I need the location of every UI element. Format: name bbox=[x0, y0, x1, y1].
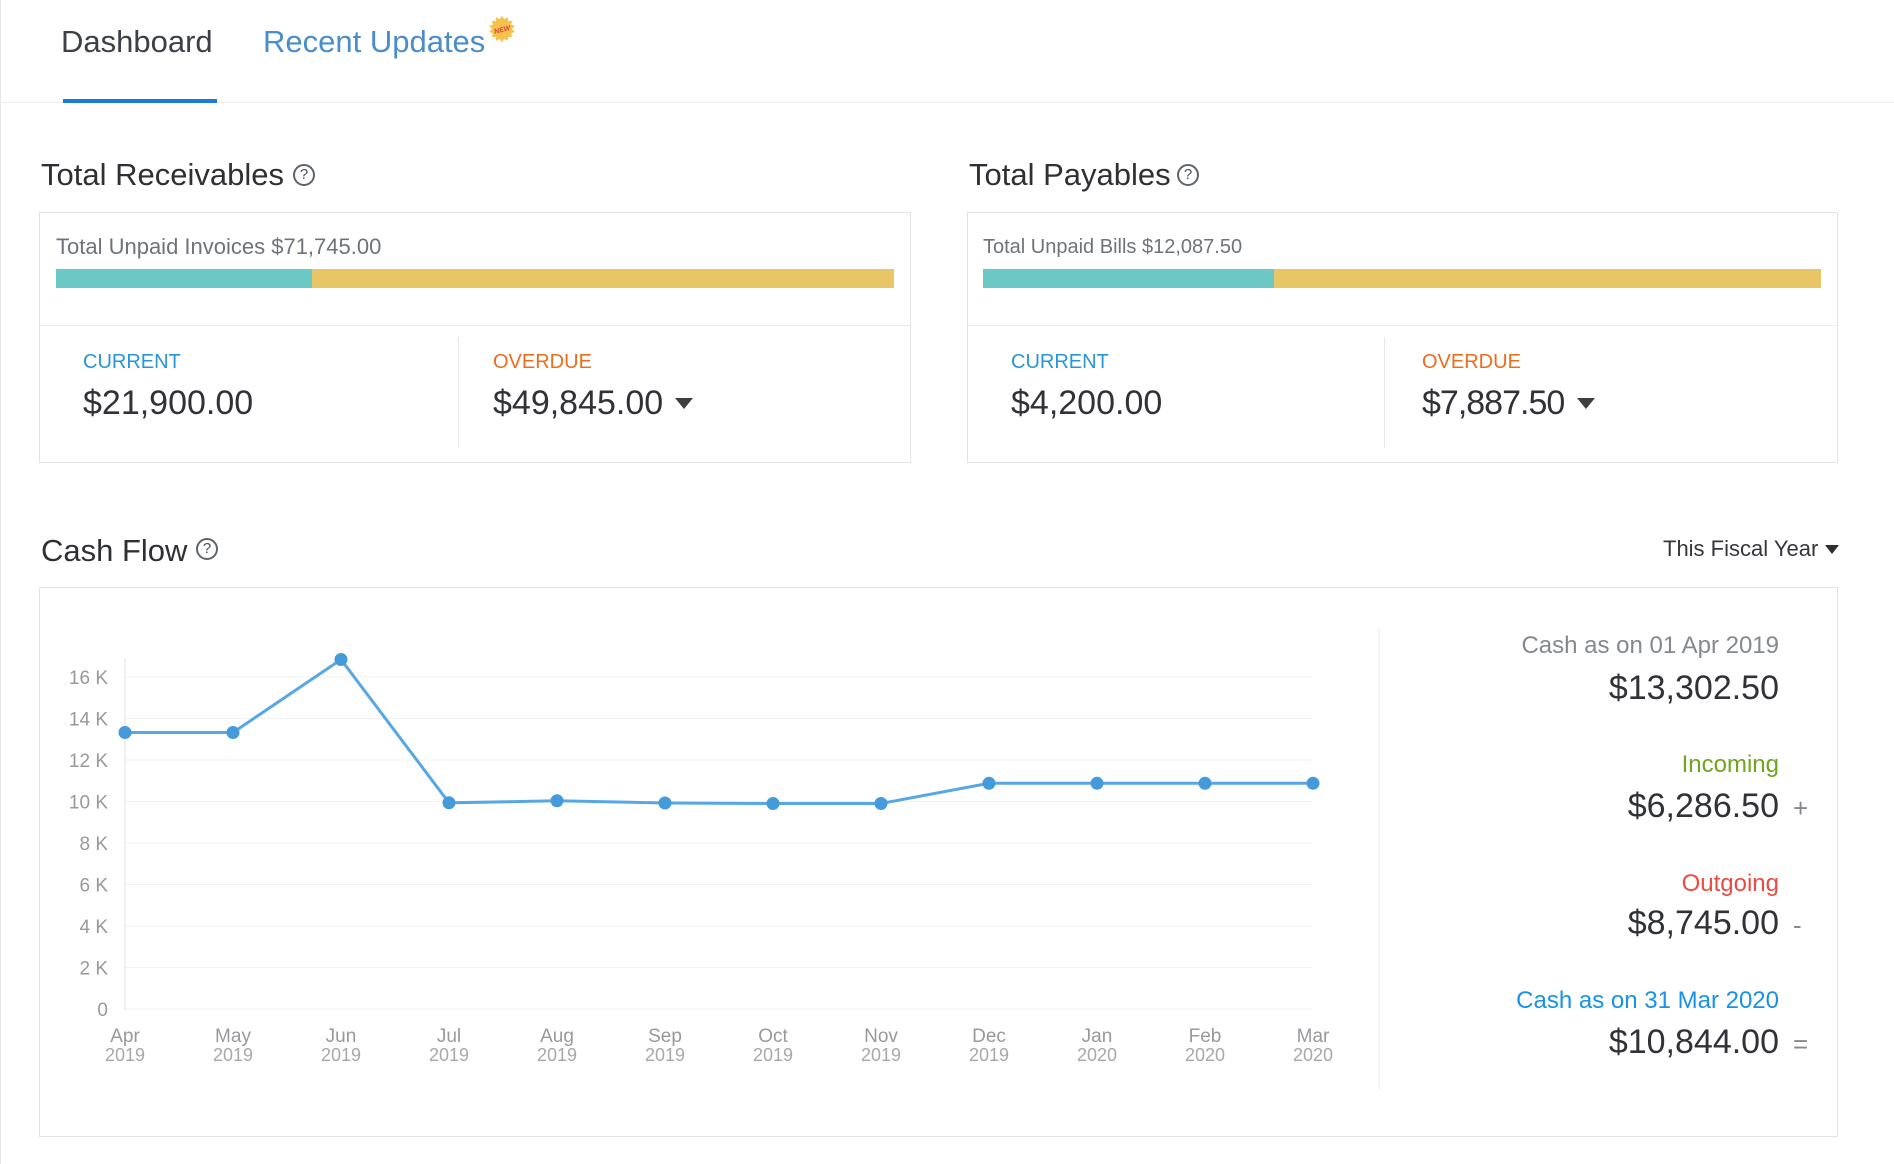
svg-text:2019: 2019 bbox=[753, 1045, 793, 1065]
svg-text:Jul: Jul bbox=[437, 1026, 461, 1047]
svg-text:Dec: Dec bbox=[972, 1026, 1006, 1047]
svg-text:Apr: Apr bbox=[110, 1026, 140, 1047]
svg-text:2020: 2020 bbox=[1293, 1045, 1333, 1065]
svg-text:8 K: 8 K bbox=[79, 834, 108, 855]
svg-text:2019: 2019 bbox=[429, 1045, 469, 1065]
svg-text:2 K: 2 K bbox=[79, 959, 108, 980]
svg-text:14 K: 14 K bbox=[69, 710, 108, 731]
svg-text:0: 0 bbox=[97, 1000, 108, 1021]
svg-text:10 K: 10 K bbox=[69, 793, 108, 814]
svg-text:2019: 2019 bbox=[213, 1045, 253, 1065]
svg-text:2019: 2019 bbox=[645, 1045, 685, 1065]
svg-text:4 K: 4 K bbox=[79, 917, 108, 938]
svg-text:2019: 2019 bbox=[105, 1045, 145, 1065]
svg-text:Nov: Nov bbox=[864, 1026, 898, 1047]
svg-text:2020: 2020 bbox=[1077, 1045, 1117, 1065]
svg-text:2020: 2020 bbox=[1185, 1045, 1225, 1065]
svg-text:May: May bbox=[215, 1026, 251, 1047]
svg-text:Jun: Jun bbox=[326, 1026, 357, 1047]
svg-text:Oct: Oct bbox=[758, 1026, 788, 1047]
svg-text:2019: 2019 bbox=[969, 1045, 1009, 1065]
svg-text:Feb: Feb bbox=[1189, 1026, 1222, 1047]
svg-text:16 K: 16 K bbox=[69, 668, 108, 689]
svg-text:2019: 2019 bbox=[321, 1045, 361, 1065]
svg-text:2019: 2019 bbox=[537, 1045, 577, 1065]
svg-text:6 K: 6 K bbox=[79, 876, 108, 897]
svg-text:NEW: NEW bbox=[494, 25, 513, 36]
svg-text:12 K: 12 K bbox=[69, 751, 108, 772]
svg-text:Mar: Mar bbox=[1297, 1026, 1330, 1047]
svg-text:Sep: Sep bbox=[648, 1026, 682, 1047]
svg-text:Aug: Aug bbox=[540, 1026, 574, 1047]
svg-text:Jan: Jan bbox=[1082, 1026, 1113, 1047]
svg-text:2019: 2019 bbox=[861, 1045, 901, 1065]
